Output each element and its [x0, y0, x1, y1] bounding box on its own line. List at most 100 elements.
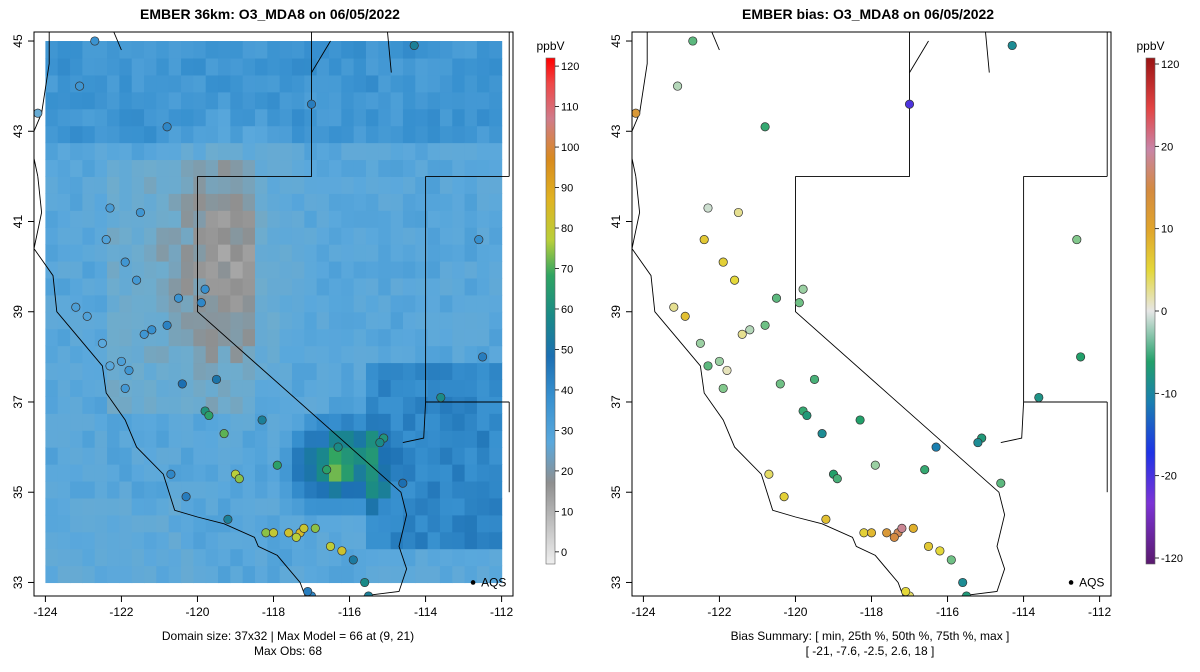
heatmap-cell: [82, 260, 96, 279]
heatmap-cell: [230, 447, 244, 465]
heatmap-cell: [304, 430, 318, 448]
heatmap-cell: [70, 514, 83, 533]
heatmap-cell: [365, 193, 379, 211]
station-marker: [360, 577, 370, 588]
heatmap-cell: [365, 480, 379, 499]
heatmap-cell: [390, 464, 404, 482]
heatmap-cell: [70, 227, 83, 245]
left-chart: AQS -124 -122 -120 -118 -116 -114 -112 33 35 37 39 4…: [11, 31, 579, 619]
heatmap-cell: [427, 91, 441, 110]
heatmap-cell: [415, 379, 429, 397]
heatmap-cell: [464, 430, 478, 448]
heatmap-cell: [402, 57, 416, 76]
heatmap-cell: [341, 565, 355, 584]
heatmap-cell: [156, 74, 170, 93]
heatmap-cell: [489, 244, 503, 262]
heatmap-cell: [476, 430, 490, 448]
heatmap-cell: [218, 244, 231, 262]
heatmap-cell: [107, 244, 120, 262]
heatmap-cell: [464, 277, 478, 296]
heatmap-cell: [267, 125, 281, 144]
heatmap-cell: [156, 328, 170, 347]
heatmap-cell: [439, 227, 453, 245]
heatmap-cell: [70, 41, 83, 59]
heatmap-cell: [242, 176, 256, 194]
heatmap-cell: [45, 227, 59, 245]
heatmap-cell: [193, 125, 207, 144]
heatmap-cell: [353, 362, 367, 381]
heatmap-cell: [378, 277, 392, 296]
heatmap-cell: [341, 108, 355, 127]
heatmap-cell: [378, 159, 392, 177]
station-marker: [718, 383, 728, 393]
left-colorbar-tick-label: 60: [561, 304, 573, 316]
heatmap-cell: [353, 193, 367, 211]
heatmap-cell: [131, 565, 145, 584]
heatmap-cell: [304, 227, 318, 245]
heatmap-cell: [452, 74, 466, 93]
heatmap-cell: [70, 311, 83, 330]
station-marker: [303, 586, 313, 596]
heatmap-cell: [489, 362, 503, 381]
right-y-tick-label: 37: [609, 395, 623, 409]
heatmap-cell: [119, 311, 133, 330]
heatmap-cell: [230, 277, 244, 296]
heatmap-cell: [341, 142, 355, 161]
heatmap-cell: [279, 125, 293, 144]
heatmap-cell: [476, 514, 490, 533]
heatmap-cell: [427, 311, 441, 330]
heatmap-cell: [119, 41, 133, 59]
heatmap-cell: [242, 41, 256, 59]
heatmap-cell: [168, 108, 182, 127]
heatmap-cell: [218, 125, 231, 144]
heatmap-cell: [267, 277, 281, 296]
left-colorbar-tick-label: 120: [561, 61, 579, 73]
heatmap-cell: [131, 447, 145, 465]
heatmap-cell: [267, 294, 281, 313]
heatmap-cell: [427, 464, 441, 482]
heatmap-cell: [476, 480, 490, 499]
station-marker: [958, 577, 968, 588]
heatmap-cell: [218, 531, 231, 550]
heatmap-cell: [94, 514, 108, 533]
heatmap-cell: [489, 277, 503, 296]
heatmap-cell: [267, 447, 281, 465]
heatmap-cell: [45, 447, 59, 465]
heatmap-cell: [230, 379, 244, 397]
map-outline-nv_ut: [1000, 176, 1025, 444]
heatmap-cell: [119, 108, 133, 127]
heatmap-cell: [452, 142, 466, 161]
heatmap-cell: [144, 464, 157, 482]
heatmap-cell: [205, 91, 219, 110]
heatmap-cell: [94, 345, 108, 364]
heatmap-cell: [82, 464, 96, 482]
heatmap-cell: [452, 311, 466, 330]
heatmap-cell: [390, 497, 404, 516]
heatmap-cell: [291, 227, 305, 245]
station-marker: [325, 541, 336, 551]
right-y-tick-label: 39: [609, 305, 623, 319]
heatmap-cell: [353, 497, 367, 516]
heatmap-cell: [218, 108, 231, 127]
heatmap-cell: [452, 396, 466, 414]
heatmap-cell: [144, 159, 157, 177]
heatmap-cell: [427, 277, 441, 296]
heatmap-cell: [156, 362, 170, 381]
heatmap-cell: [365, 328, 379, 347]
station-marker: [771, 293, 782, 303]
heatmap-cell: [205, 565, 219, 584]
heatmap-cell: [365, 413, 379, 431]
heatmap-cell: [489, 430, 503, 448]
heatmap-cell: [390, 447, 404, 465]
heatmap-cell: [402, 125, 416, 144]
heatmap-cell: [205, 159, 219, 177]
heatmap-cell: [328, 328, 342, 347]
heatmap-cell: [378, 142, 392, 161]
heatmap-cell: [341, 396, 355, 414]
heatmap-cell: [119, 142, 133, 161]
heatmap-cell: [267, 514, 281, 533]
heatmap-cell: [107, 413, 120, 431]
station-marker: [1072, 235, 1082, 245]
heatmap-cell: [255, 176, 268, 194]
heatmap-cell: [70, 413, 83, 431]
